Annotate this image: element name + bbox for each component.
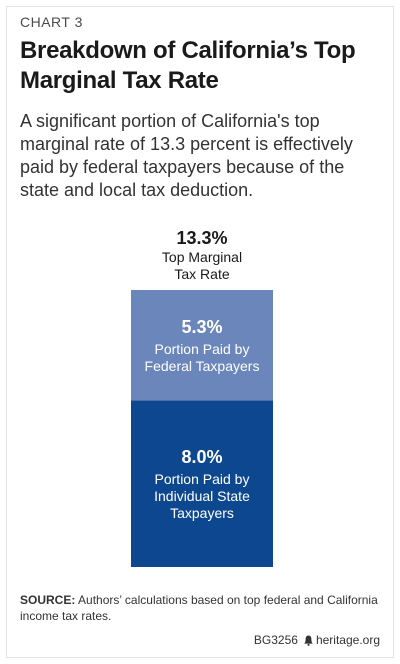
report-code: BG3256: [253, 633, 298, 647]
bar-segment-0: [131, 400, 273, 567]
segment-caption-line: Individual State: [154, 488, 250, 504]
chart-frame: [6, 6, 394, 658]
segment-value-label: 8.0%: [181, 447, 222, 467]
bar-segment-1: [131, 290, 273, 401]
segment-caption-line: Federal Taxpayers: [145, 358, 260, 374]
site-name: heritage.org: [315, 633, 380, 647]
total-caption-line: Tax Rate: [174, 266, 229, 282]
source-label: SOURCE:: [20, 593, 76, 607]
segment-value-label: 5.3%: [181, 317, 222, 337]
segment-caption-line: Taxpayers: [170, 505, 234, 521]
chart-subtitle: A significant portion of California's to…: [20, 111, 353, 200]
segment-caption-line: Portion Paid by: [155, 341, 250, 357]
source-note: SOURCE: Authors’ calculations based on t…: [20, 592, 382, 624]
total-value-label: 13.3%: [176, 228, 227, 248]
source-text: Authors’ calculations based on top feder…: [20, 593, 378, 623]
total-caption-line: Top Marginal: [162, 249, 242, 265]
chart-title: Breakdown of California’s Top Marginal T…: [20, 37, 356, 94]
footer-credit: BG3256 heritage.org: [254, 633, 380, 647]
chart-number: CHART 3: [20, 14, 83, 30]
liberty-bell-icon: [304, 635, 313, 646]
segment-caption-line: Portion Paid by: [155, 471, 250, 487]
